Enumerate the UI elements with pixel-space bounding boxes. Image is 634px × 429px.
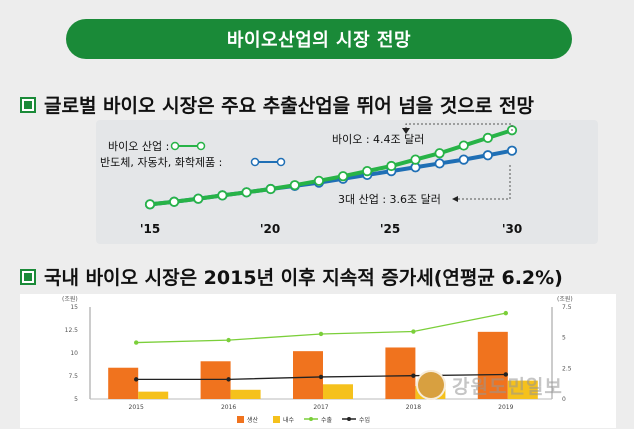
watermark: 강원도민일보: [416, 370, 563, 400]
section1-heading: 글로벌 바이오 시장은 주요 추출산업을 뛰어 넘을 것으로 전망: [20, 91, 534, 118]
legend-swatch-production: [237, 416, 244, 423]
newspaper-logo-icon: [416, 370, 446, 400]
bar-production: [385, 347, 416, 399]
annotation-bio-arrow: [402, 128, 410, 134]
data-point-export: [226, 337, 231, 343]
annotation-bio: 바이오 : 4.4조 달러: [332, 133, 424, 146]
x-tick-label: 2018: [406, 404, 421, 411]
legend-marker: [347, 417, 351, 421]
data-point-bio: [482, 132, 493, 143]
x-tick-label: '15: [140, 222, 160, 236]
section2-heading-text: 국내 바이오 시장은 2015년 이후 지속적 증가세(연평균 6.2%): [44, 267, 563, 289]
data-point-bio: [410, 154, 421, 165]
legend-label: 수입: [359, 416, 370, 424]
data-point-bio: [386, 160, 397, 172]
y-tick-left: 12.5: [65, 327, 79, 334]
bullet-icon: [20, 268, 36, 285]
data-point-bio: [169, 196, 180, 207]
bar-production: [108, 367, 139, 399]
bar-production: [477, 331, 508, 399]
bar-production: [200, 361, 231, 399]
y-tick-right: 7.5: [562, 304, 572, 311]
data-point-export: [134, 340, 139, 345]
legend-bio-label: 바이오 산업 :: [108, 140, 169, 153]
y-tick-right: 2.5: [562, 365, 572, 372]
annotation-bio-leader: [405, 123, 513, 131]
data-point-bio: [144, 199, 156, 210]
data-point-import: [226, 377, 231, 382]
legend-bio-swatch: [170, 141, 206, 151]
data-point-bio: [241, 187, 252, 198]
data-point-bio: [362, 166, 373, 177]
legend-other-swatch: [250, 157, 286, 167]
data-point-other: [458, 154, 469, 165]
legend-label: 수출: [321, 416, 333, 424]
x-tick-label: 2016: [221, 404, 236, 411]
data-point-export: [318, 331, 324, 337]
y-tick-left: 10: [70, 350, 78, 357]
data-point-import: [134, 377, 139, 382]
data-point-bio: [337, 171, 349, 182]
annotation-other: 3대 산업 : 3.6조 달러: [338, 193, 441, 206]
y-tick-right: 0: [562, 396, 566, 403]
data-point-import: [318, 374, 324, 380]
section2-heading: 국내 바이오 시장은 2015년 이후 지속적 증가세(연평균 6.2%): [20, 263, 563, 290]
bar-production: [293, 351, 323, 399]
data-point-other: [434, 158, 445, 169]
legend-swatch-domestic: [273, 416, 280, 423]
data-point-import: [503, 372, 508, 377]
bar-domestic: [507, 380, 538, 399]
left-unit-label: (조원): [62, 295, 78, 303]
series-line-bio: [149, 128, 513, 207]
y-tick-left: 15: [70, 304, 78, 311]
data-point-bio: [313, 175, 325, 186]
legend-label: 생산: [247, 416, 259, 424]
y-tick-left: 7.5: [68, 373, 78, 380]
data-point-bio: [434, 148, 445, 159]
data-point-other: [506, 145, 518, 156]
bar-domestic: [138, 391, 169, 399]
data-point-other: [482, 150, 493, 161]
x-tick-label: 2017: [313, 404, 328, 411]
x-tick-label: '25: [380, 222, 400, 236]
legend-other-label: 반도체, 자동차, 화학제품 :: [100, 156, 222, 169]
data-point-bio: [458, 140, 469, 151]
x-tick-label: 2019: [498, 404, 513, 411]
y-tick-left: 5: [74, 396, 78, 403]
annotation-other-arrow: [452, 196, 458, 202]
data-point-export: [503, 310, 508, 316]
data-point-bio: [265, 183, 276, 195]
data-point-export: [411, 329, 416, 334]
annotation-other-leader: [458, 165, 511, 200]
x-tick-label: 2015: [129, 404, 144, 411]
x-tick-label: '30: [502, 222, 522, 236]
data-point-bio: [217, 190, 228, 201]
y-tick-right: 5: [562, 335, 566, 342]
legend-label: 내수: [283, 416, 295, 424]
section1-heading-text: 글로벌 바이오 시장은 주요 추출산업을 뛰어 넘을 것으로 전망: [44, 95, 534, 117]
bullet-icon: [20, 96, 36, 113]
bar-domestic: [230, 389, 261, 399]
data-point-import: [411, 373, 416, 378]
series-line-export: [136, 312, 506, 344]
data-point-bio: [193, 193, 204, 204]
legend-marker: [309, 417, 313, 421]
right-unit-label: (조원): [557, 295, 573, 303]
data-point-bio: [289, 180, 300, 191]
domestic-legend: 생산 내수 수출 수입: [237, 416, 370, 424]
watermark-text: 강원도민일보: [452, 375, 563, 398]
x-tick-label: '20: [260, 222, 280, 236]
page-title: 바이오산업의 시장 전망: [66, 19, 572, 59]
bar-domestic: [323, 384, 353, 399]
